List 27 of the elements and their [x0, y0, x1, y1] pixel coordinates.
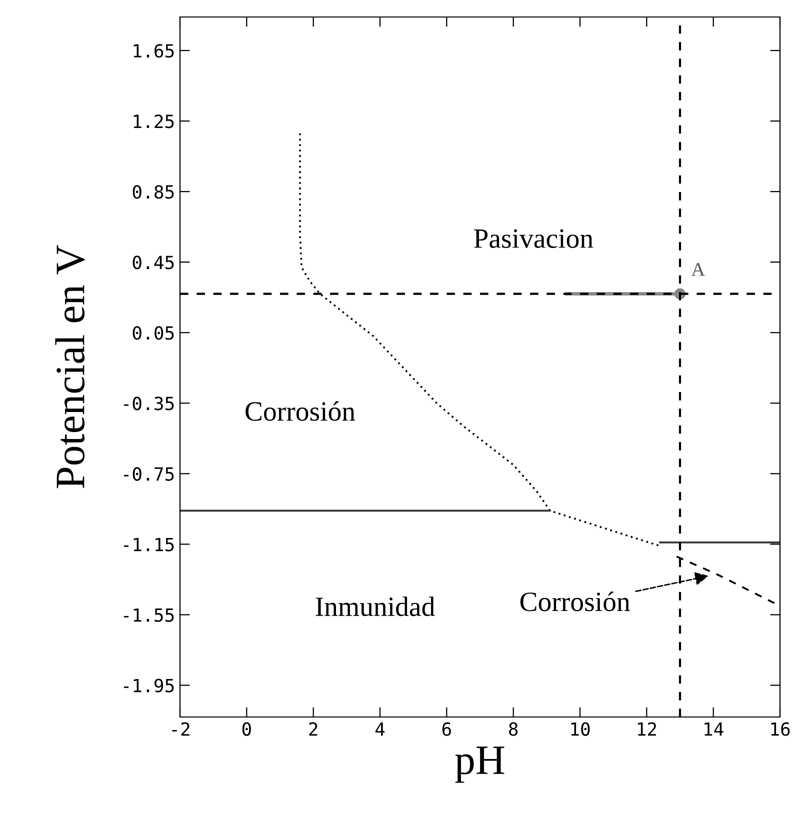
- y-axis-title: Potencial en V: [55, 245, 85, 488]
- annotation: Pasivacion: [474, 229, 594, 248]
- x-tick-label: 8: [509, 722, 518, 736]
- y-tick-label: 0.45: [132, 256, 174, 270]
- y-tick-label: -0.35: [124, 396, 174, 410]
- x-tick-label: 0: [242, 722, 251, 736]
- y-tick-label: -1.55: [124, 608, 174, 622]
- annotation: Corrosión: [246, 401, 356, 421]
- x-tick-label: 10: [571, 722, 590, 736]
- y-tick-label: -0.75: [124, 467, 174, 481]
- y-tick-label: 1.65: [134, 44, 174, 58]
- x-axis-title: pH: [455, 746, 504, 783]
- y-tick-label: 0.85: [132, 185, 174, 199]
- y-tick-label: 0.05: [132, 326, 174, 340]
- x-tick-label: 14: [704, 722, 724, 736]
- y-tick-label: -1.95: [124, 678, 174, 692]
- x-tick-label: -2: [172, 722, 190, 736]
- series-label: A: [691, 262, 706, 276]
- x-tick-label: 4: [375, 722, 385, 736]
- x-tick-label: 6: [442, 722, 451, 736]
- x-tick-label: 16: [771, 722, 790, 736]
- annotation: Corrosión: [520, 592, 630, 612]
- annotation: Inmunidad: [316, 596, 435, 616]
- y-tick-label: 1.25: [134, 114, 174, 128]
- y-tick-label: -1.15: [124, 538, 174, 552]
- x-tick-label: 12: [638, 722, 656, 736]
- x-tick-label: 2: [309, 722, 318, 736]
